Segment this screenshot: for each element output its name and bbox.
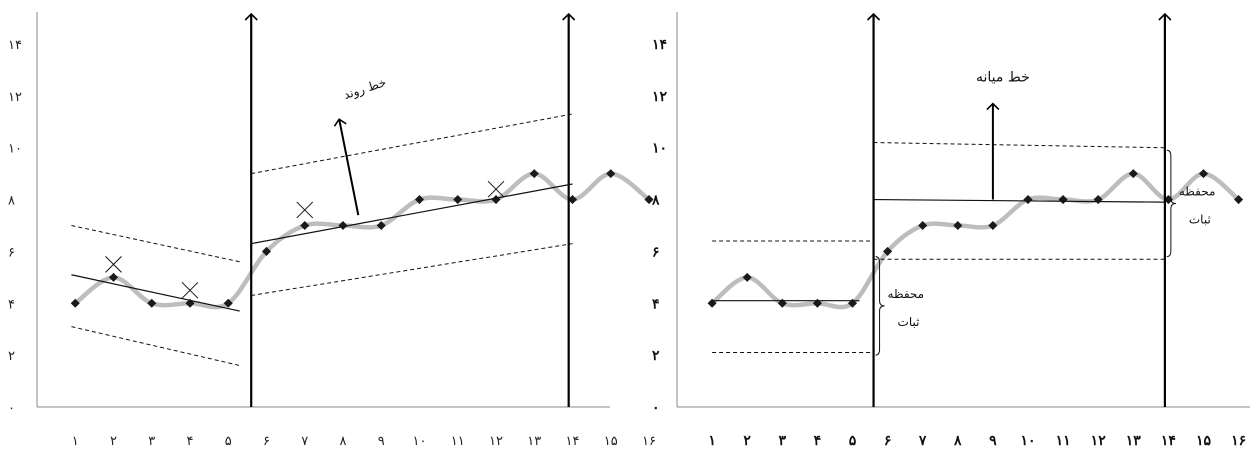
x-tick-label: ۶ (263, 434, 270, 449)
x-tick-label: ۱۶ (642, 434, 656, 449)
x-tick-label: ۱۲ (1091, 433, 1107, 449)
x-tick-label: ۹ (378, 434, 385, 449)
y-tick-label: ۱۲ (652, 89, 668, 105)
x-tick-label: ۱ (72, 434, 79, 449)
stability-label: محفظه (1179, 184, 1216, 198)
x-tick-label: ۸ (953, 433, 962, 449)
x-tick-label: ۴ (187, 434, 194, 449)
data-point (108, 272, 119, 282)
x-tick-label: ۷ (301, 434, 308, 449)
y-tick-label: ۲ (8, 349, 15, 364)
x-tick-label: ۸ (340, 434, 347, 449)
y-tick-label: ۱۲ (8, 90, 22, 105)
stability-label: ثبات (1189, 212, 1211, 226)
x-tick-label: ۱ (708, 433, 716, 449)
data-point (742, 272, 752, 282)
envelope-line (71, 326, 240, 366)
data-point (453, 195, 463, 205)
data-point (147, 298, 157, 308)
y-tick-label: ۲ (652, 348, 660, 364)
y-tick-label: ۱۰ (652, 141, 667, 157)
x-tick-label: ۱۲ (489, 434, 503, 449)
y-tick-label: ۸ (8, 194, 15, 209)
data-point (883, 246, 893, 256)
x-tick-label: ۱۰ (1020, 433, 1035, 449)
x-tick-label: ۴ (814, 433, 822, 449)
envelope-line (251, 243, 573, 296)
x-mark (487, 180, 505, 198)
x-tick-label: ۱۴ (1161, 433, 1176, 449)
stability-brace (875, 256, 885, 356)
annotation-label: خط روند (342, 75, 388, 103)
series-line (73, 171, 652, 310)
x-tick-label: ۱۴ (566, 434, 580, 449)
x-tick-label: ۱۳ (527, 434, 541, 449)
x-tick-label: ۳ (148, 434, 155, 449)
envelope-line (71, 225, 240, 263)
y-tick-label: ۱۰ (8, 142, 22, 157)
x-tick-label: ۶ (884, 433, 892, 449)
annotation-arrow (333, 118, 360, 216)
y-tick-label: ۱۴ (8, 38, 22, 53)
x-tick-label: ۵ (225, 434, 232, 449)
stability-band-line (873, 142, 1165, 149)
x-tick-label: ۱۵ (604, 434, 618, 449)
x-tick-label: ۱۵ (1196, 433, 1212, 449)
data-point (529, 169, 539, 179)
x-tick-label: ۳ (779, 433, 787, 449)
y-tick-label: ۶ (652, 244, 660, 260)
envelope-line (251, 113, 573, 175)
data-point (953, 220, 963, 231)
x-tick-label: ۹ (989, 433, 997, 449)
x-tick-label: ۱۰ (413, 434, 427, 449)
mean-line (873, 198, 1165, 203)
stability-label: ثبات (898, 315, 920, 329)
x-tick-label: ۲ (110, 434, 117, 449)
x-tick-label: ۱۳ (1126, 433, 1142, 449)
y-tick-label: ۴ (8, 297, 15, 312)
y-tick-label: ۰ (652, 400, 660, 416)
y-tick-label: ۸ (651, 193, 660, 209)
trend-line (251, 183, 573, 245)
x-tick-label: ۱۱ (451, 434, 465, 449)
data-point (1058, 195, 1068, 205)
stability-brace (1166, 149, 1176, 258)
annotation-label: خط میانه (976, 70, 1030, 86)
data-point (606, 169, 616, 179)
x-mark (105, 256, 122, 273)
stability-label: محفظه (888, 287, 925, 301)
x-tick-label: ۵ (849, 433, 857, 449)
data-point (223, 298, 233, 308)
x-mark (181, 281, 199, 299)
x-tick-label: ۲ (743, 433, 751, 449)
x-tick-label: ۱۶ (1231, 433, 1246, 449)
series-line (709, 171, 1241, 310)
trend-line (71, 274, 240, 312)
x-tick-label: ۱۱ (1056, 433, 1071, 449)
x-tick-label: ۷ (918, 433, 927, 449)
y-tick-label: ۰ (8, 401, 15, 416)
y-tick-label: ۱۴ (652, 37, 667, 53)
y-tick-label: ۶ (8, 245, 15, 260)
y-tick-label: ۴ (652, 296, 660, 312)
x-mark (296, 201, 314, 219)
